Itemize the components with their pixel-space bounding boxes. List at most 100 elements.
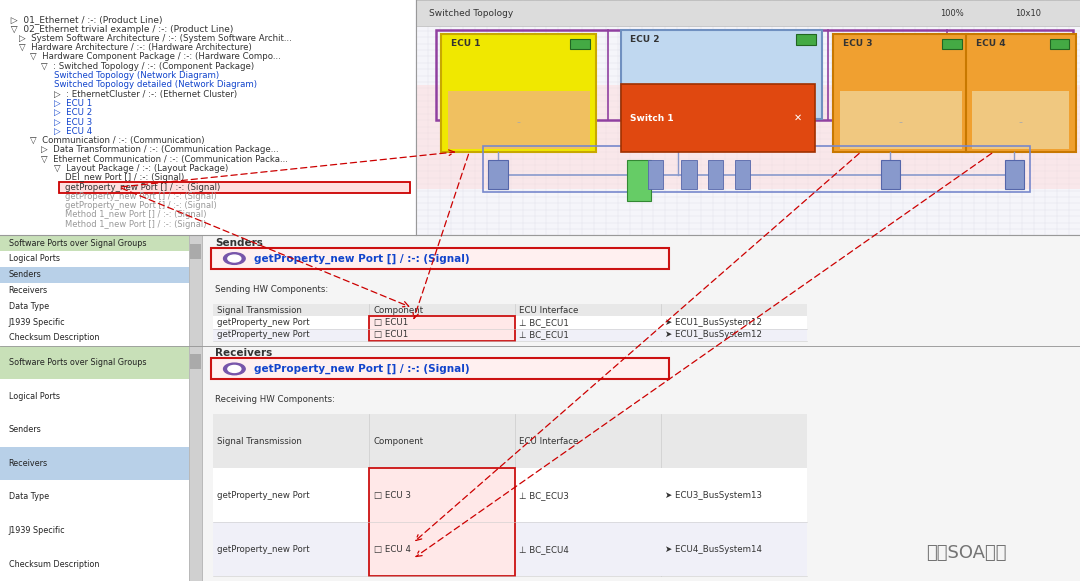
Text: Switched Topology: Switched Topology — [429, 9, 513, 17]
FancyBboxPatch shape — [213, 304, 807, 316]
Text: ▷  System Software Architecture / :-: (System Software Archit...: ▷ System Software Architecture / :-: (Sy… — [19, 34, 293, 43]
FancyBboxPatch shape — [213, 316, 807, 329]
Circle shape — [228, 255, 241, 262]
Text: ECU Interface: ECU Interface — [519, 306, 579, 314]
FancyBboxPatch shape — [0, 413, 189, 447]
FancyBboxPatch shape — [0, 0, 416, 235]
Text: Checksum Description: Checksum Description — [9, 560, 99, 569]
FancyBboxPatch shape — [648, 160, 663, 189]
FancyBboxPatch shape — [0, 251, 189, 267]
Text: Method 1_new Port [] / :-: (Signal): Method 1_new Port [] / :-: (Signal) — [65, 210, 206, 220]
Text: getProperty_new Port [] / :-: (Signal): getProperty_new Port [] / :-: (Signal) — [65, 192, 217, 201]
Text: getProperty_new Port [] / :-: (Signal): getProperty_new Port [] / :-: (Signal) — [254, 253, 470, 264]
FancyBboxPatch shape — [942, 38, 961, 49]
Text: -: - — [1018, 117, 1023, 127]
Text: ⊥ BC_ECU1: ⊥ BC_ECU1 — [519, 331, 569, 339]
Text: Signal Transmission: Signal Transmission — [217, 437, 302, 446]
Text: ➤ ECU1_BusSystem12: ➤ ECU1_BusSystem12 — [665, 331, 762, 339]
Text: 10x10: 10x10 — [1015, 9, 1041, 17]
Text: ▷  ECU 2: ▷ ECU 2 — [54, 108, 92, 117]
FancyBboxPatch shape — [369, 316, 515, 341]
Text: getProperty_new Port: getProperty_new Port — [217, 491, 310, 500]
Text: Switched Topology (Network Diagram): Switched Topology (Network Diagram) — [54, 71, 219, 80]
FancyBboxPatch shape — [1004, 160, 1024, 189]
FancyBboxPatch shape — [202, 235, 1080, 346]
Text: ⊥ BC_ECU3: ⊥ BC_ECU3 — [519, 491, 569, 500]
FancyBboxPatch shape — [570, 38, 590, 49]
Text: Data Type: Data Type — [9, 302, 49, 311]
Text: getProperty_new Port [] / :-: (Signal): getProperty_new Port [] / :-: (Signal) — [65, 201, 217, 210]
FancyBboxPatch shape — [213, 522, 807, 576]
FancyBboxPatch shape — [0, 330, 189, 346]
FancyBboxPatch shape — [708, 160, 724, 189]
Text: Switched Topology detailed (Network Diagram): Switched Topology detailed (Network Diag… — [54, 80, 257, 89]
Text: □ ECU1: □ ECU1 — [374, 318, 408, 327]
Text: ▷  ECU 4: ▷ ECU 4 — [54, 127, 92, 136]
Text: ECU 3: ECU 3 — [842, 39, 873, 48]
FancyBboxPatch shape — [0, 267, 189, 282]
Text: ⊥ BC_ECU4: ⊥ BC_ECU4 — [519, 545, 569, 554]
Text: Senders: Senders — [9, 270, 41, 279]
Text: Switch 1: Switch 1 — [631, 114, 674, 123]
FancyBboxPatch shape — [0, 346, 189, 581]
Text: ECU 4: ECU 4 — [975, 39, 1005, 48]
FancyBboxPatch shape — [416, 0, 1080, 26]
Text: Method 1_new Port [] / :-: (Signal): Method 1_new Port [] / :-: (Signal) — [65, 220, 206, 229]
Text: ▷  : EthernetCluster / :-: (Ethernet Cluster): ▷ : EthernetCluster / :-: (Ethernet Clus… — [54, 89, 238, 99]
Text: 100%: 100% — [940, 9, 963, 17]
FancyBboxPatch shape — [0, 379, 189, 413]
Text: Component: Component — [374, 437, 423, 446]
FancyBboxPatch shape — [734, 160, 750, 189]
FancyBboxPatch shape — [211, 358, 669, 379]
Text: DEI_new Port [] / :-: (Signal): DEI_new Port [] / :-: (Signal) — [65, 173, 184, 182]
FancyBboxPatch shape — [0, 235, 189, 251]
FancyBboxPatch shape — [0, 514, 189, 547]
FancyBboxPatch shape — [881, 160, 901, 189]
FancyBboxPatch shape — [442, 34, 596, 152]
FancyBboxPatch shape — [0, 235, 189, 346]
Text: ➤ ECU4_BusSystem14: ➤ ECU4_BusSystem14 — [665, 545, 762, 554]
FancyBboxPatch shape — [796, 34, 815, 45]
Text: Sending HW Components:: Sending HW Components: — [215, 285, 328, 294]
Text: ▷  01_Ethernet / :-: (Product Line): ▷ 01_Ethernet / :-: (Product Line) — [5, 15, 163, 24]
Text: J1939 Specific: J1939 Specific — [9, 318, 65, 327]
Text: ECU Interface: ECU Interface — [519, 437, 579, 446]
FancyBboxPatch shape — [627, 160, 651, 201]
Text: Logical Ports: Logical Ports — [9, 392, 59, 401]
Text: getProperty_new Port [] / :-: (Signal): getProperty_new Port [] / :-: (Signal) — [65, 182, 220, 192]
Text: J1939 Specific: J1939 Specific — [9, 526, 65, 535]
Text: getProperty_new Port: getProperty_new Port — [217, 545, 310, 554]
FancyBboxPatch shape — [416, 0, 1080, 235]
Text: □ ECU 4: □ ECU 4 — [374, 545, 410, 554]
Text: Signal Transmission: Signal Transmission — [217, 306, 302, 314]
Text: Logical Ports: Logical Ports — [9, 254, 59, 263]
Text: ▽  Ethernet Communication / :-: (Communication Packa...: ▽ Ethernet Communication / :-: (Communic… — [41, 155, 288, 164]
Text: ▽  02_Ethernet trivial example / :-: (Product Line): ▽ 02_Ethernet trivial example / :-: (Pro… — [5, 24, 233, 34]
Text: ➤ ECU1_BusSystem12: ➤ ECU1_BusSystem12 — [665, 318, 762, 327]
Text: ECU 1: ECU 1 — [451, 39, 481, 48]
Text: Data Type: Data Type — [9, 493, 49, 501]
Text: ✕: ✕ — [794, 113, 802, 123]
FancyBboxPatch shape — [211, 248, 669, 269]
Text: Receivers: Receivers — [215, 348, 272, 358]
FancyBboxPatch shape — [416, 85, 1080, 189]
FancyBboxPatch shape — [0, 235, 1080, 581]
FancyBboxPatch shape — [621, 30, 822, 119]
FancyBboxPatch shape — [0, 447, 189, 480]
FancyBboxPatch shape — [966, 34, 1076, 152]
Text: getProperty_new Port: getProperty_new Port — [217, 331, 310, 339]
FancyBboxPatch shape — [972, 91, 1069, 149]
Circle shape — [228, 365, 241, 372]
Text: ▷  Data Transformation / :-: (Communication Package...: ▷ Data Transformation / :-: (Communicati… — [41, 145, 279, 155]
Circle shape — [224, 363, 245, 375]
FancyBboxPatch shape — [621, 84, 815, 152]
Text: ECU 2: ECU 2 — [631, 35, 660, 44]
Text: ▽  Communication / :-: (Communication): ▽ Communication / :-: (Communication) — [30, 136, 205, 145]
FancyBboxPatch shape — [189, 346, 202, 581]
Text: getProperty_new Port: getProperty_new Port — [217, 318, 310, 327]
Text: Checksum Description: Checksum Description — [9, 333, 99, 342]
FancyBboxPatch shape — [202, 346, 1080, 581]
Text: Component: Component — [374, 306, 423, 314]
FancyBboxPatch shape — [833, 34, 968, 152]
FancyBboxPatch shape — [369, 468, 515, 576]
